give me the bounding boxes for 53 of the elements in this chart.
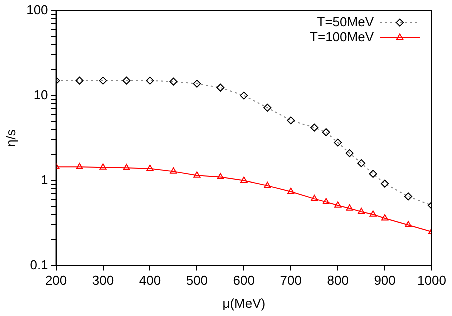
point (217, 173, 224, 180)
point (369, 170, 378, 178)
point (170, 78, 178, 86)
point (264, 104, 272, 112)
point (100, 164, 107, 170)
point (346, 204, 354, 211)
x-tick-label: 300 (92, 273, 114, 288)
point (322, 128, 330, 137)
point (346, 149, 354, 158)
point (334, 138, 342, 147)
point (216, 84, 225, 92)
point (193, 80, 202, 88)
y-axis-title: η/s (3, 129, 18, 147)
y-tick-label: 0.1 (30, 257, 48, 272)
point (194, 172, 201, 178)
point (170, 168, 178, 174)
point (322, 198, 330, 204)
x-tick-label: 700 (280, 273, 302, 288)
point (240, 176, 248, 184)
point (146, 76, 154, 85)
x-tick-label: 900 (374, 273, 396, 288)
point (146, 164, 154, 172)
point (370, 210, 377, 217)
legend-label: T=100MeV (310, 29, 374, 44)
x-tick-label: 1000 (418, 273, 446, 288)
point (264, 182, 272, 188)
x-tick-label: 800 (327, 273, 349, 288)
point (122, 76, 131, 85)
point (76, 163, 84, 170)
point (310, 124, 319, 132)
point (358, 159, 366, 168)
point (99, 76, 108, 85)
point (123, 164, 130, 170)
point (358, 208, 366, 214)
x-axis-title: μ(MeV) (222, 296, 266, 311)
point (404, 192, 413, 201)
point (382, 214, 389, 221)
x-tick-label: 500 (186, 273, 208, 288)
point (334, 202, 342, 208)
point (381, 180, 390, 188)
legend-label: T=50MeV (317, 14, 374, 30)
point (311, 195, 318, 202)
point (76, 76, 84, 85)
point (287, 116, 296, 125)
y-tick-label: 100 (26, 2, 48, 18)
x-tick-label: 600 (233, 273, 255, 288)
point (404, 221, 412, 228)
x-tick-label: 400 (139, 273, 162, 288)
y-tick-label: 1 (41, 172, 48, 188)
y-tick-label: 10 (34, 87, 48, 102)
x-tick-label: 200 (45, 273, 68, 288)
point (240, 92, 248, 100)
point (288, 188, 295, 194)
